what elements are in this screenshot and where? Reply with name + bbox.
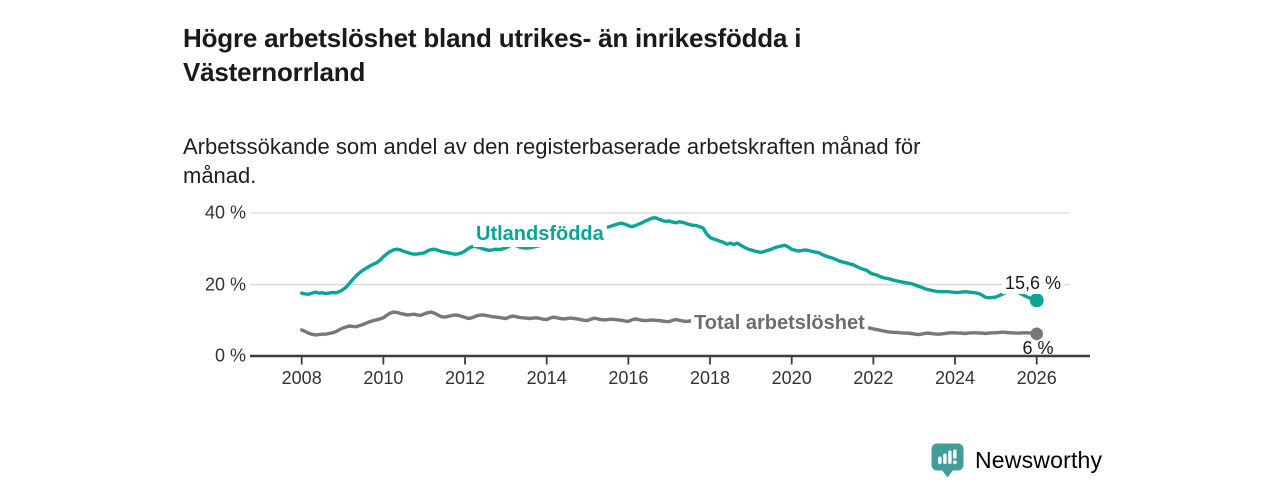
axis-layer bbox=[250, 354, 1090, 365]
grid-layer bbox=[250, 212, 1070, 286]
series-line-utlandsfodda bbox=[300, 216, 1039, 302]
y-axis-tick-label: 40 % bbox=[204, 202, 246, 223]
chart-subtitle: Arbetssökande som andel av den registerb… bbox=[183, 134, 921, 188]
x-axis-tick-label: 2026 bbox=[1016, 368, 1057, 388]
y-axis-tick-label: 20 % bbox=[204, 274, 246, 295]
x-axis-tick-label: 2024 bbox=[935, 368, 976, 388]
end-value-label-total: 6 % bbox=[1022, 338, 1054, 358]
x-axis-tick-label: 2016 bbox=[608, 368, 649, 388]
y-axis-tick-label: 0 % bbox=[214, 345, 246, 366]
newsworthy-logo-text: Newsworthy bbox=[975, 447, 1103, 473]
x-axis-tick-label: 2014 bbox=[526, 368, 567, 388]
x-axis-tick-label: 2010 bbox=[363, 368, 404, 388]
series-layer bbox=[300, 216, 1044, 341]
series-line-total-arbetsloshet bbox=[300, 310, 1039, 337]
chart-title: Högre arbetslöshet bland utrikes- än inr… bbox=[183, 23, 802, 87]
x-axis-tick-label: 2012 bbox=[445, 368, 486, 388]
x-axis-tick-label: 2020 bbox=[771, 368, 812, 388]
endpoint-dot bbox=[1030, 327, 1043, 341]
x-axis-tick-label: 2022 bbox=[853, 368, 894, 388]
series-label-utlandsfodda: Utlandsfödda bbox=[473, 222, 607, 247]
end-value-label-utlandsfodda: 15,6 % bbox=[1002, 273, 1065, 294]
newsworthy-logo-icon bbox=[931, 443, 964, 478]
x-axis-tick-label: 2018 bbox=[690, 368, 731, 388]
series-label-total-arbetsloshet: Total arbetslöshet bbox=[691, 311, 868, 336]
endpoint-dot bbox=[1029, 293, 1044, 308]
newsworthy-logo: Newsworthy bbox=[931, 443, 1102, 478]
x-axis-tick-label: 2008 bbox=[281, 368, 322, 388]
